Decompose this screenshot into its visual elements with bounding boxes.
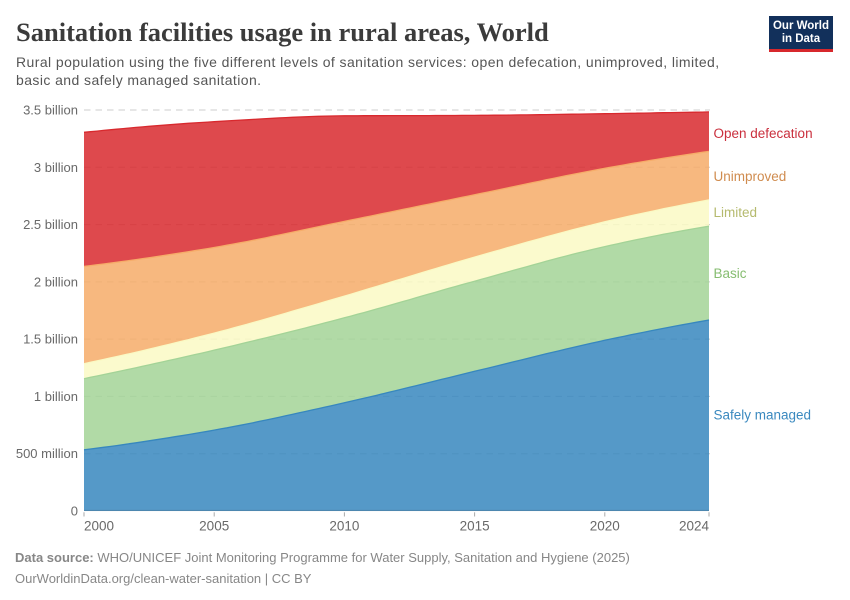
svg-text:2020: 2020 <box>590 519 620 534</box>
svg-text:3 billion: 3 billion <box>34 160 78 175</box>
svg-text:2.5 billion: 2.5 billion <box>23 217 78 232</box>
svg-text:2000: 2000 <box>84 519 114 534</box>
svg-text:2 billion: 2 billion <box>34 274 78 289</box>
svg-text:Safely managed: Safely managed <box>714 408 812 423</box>
svg-text:1 billion: 1 billion <box>34 389 78 404</box>
svg-text:500 million: 500 million <box>16 446 78 461</box>
svg-text:0: 0 <box>71 504 78 519</box>
svg-text:2010: 2010 <box>329 519 359 534</box>
svg-text:Limited: Limited <box>714 205 758 220</box>
svg-text:1.5 billion: 1.5 billion <box>23 332 78 347</box>
svg-text:Basic: Basic <box>714 266 747 281</box>
svg-text:3.5 billion: 3.5 billion <box>23 103 78 118</box>
svg-text:2015: 2015 <box>460 519 490 534</box>
svg-text:2005: 2005 <box>199 519 229 534</box>
svg-text:Unimproved: Unimproved <box>714 169 787 184</box>
svg-text:2024: 2024 <box>679 519 710 534</box>
svg-text:Open defecation: Open defecation <box>714 126 813 141</box>
